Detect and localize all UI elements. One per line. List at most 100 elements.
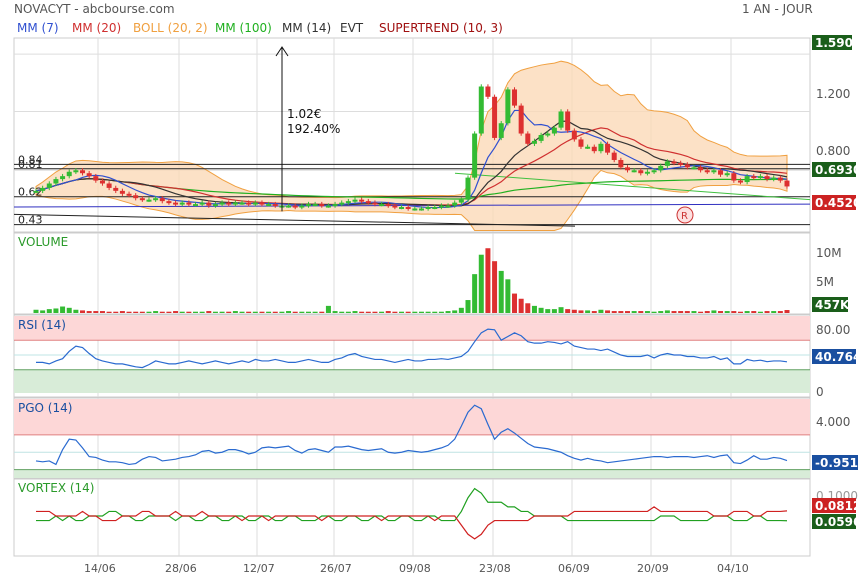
candle-body [538, 135, 544, 141]
volume-bar [153, 311, 159, 313]
indicator-supertrend[interactable]: SUPERTREND (10, 3) [379, 21, 503, 35]
volume-bar [339, 311, 345, 313]
volume-bar [671, 311, 677, 313]
volume-bar [53, 308, 59, 313]
x-tick-label: 06/09 [558, 562, 590, 575]
indicator-mm20[interactable]: MM (20) [72, 21, 122, 35]
x-tick-label: 20/09 [637, 562, 669, 575]
pgo-tick: 4.000 [816, 415, 850, 429]
candle-body [359, 199, 365, 202]
price-tag-low-text: 0.4520 [815, 196, 860, 210]
volume-bar [684, 311, 690, 313]
candle-body [565, 111, 571, 131]
volume-bar [292, 311, 298, 313]
candle-body [445, 205, 451, 208]
x-tick-label: 12/07 [243, 562, 275, 575]
candle-body [299, 205, 305, 208]
volume-bar [379, 311, 385, 313]
volume-bar [418, 311, 424, 313]
x-tick-label: 14/06 [84, 562, 116, 575]
volume-bar [226, 311, 232, 313]
volume-bar [771, 311, 777, 313]
candle-body [332, 204, 338, 207]
rsi-overbought-zone [14, 316, 810, 341]
volume-bar [551, 309, 557, 313]
volume-bar [272, 311, 278, 313]
candle-body [465, 177, 471, 200]
candle-body [724, 173, 730, 176]
rsi-oversold-zone [14, 369, 810, 393]
candle-body [777, 177, 783, 181]
volume-bar [571, 309, 577, 313]
volume-bar [40, 310, 46, 313]
candle-body [239, 202, 245, 205]
volume-bar [46, 309, 52, 313]
marker-r-label: R [681, 211, 688, 222]
volume-bar [212, 311, 218, 313]
volume-bar [718, 311, 724, 313]
candle-body [598, 143, 604, 152]
volume-bar [518, 298, 524, 313]
candle-body [512, 89, 518, 106]
volume-bar [777, 311, 783, 313]
indicator-mm14[interactable]: MM (14) [282, 21, 332, 35]
volume-bar [578, 310, 584, 313]
candle-body [292, 205, 298, 208]
volume-bar [372, 311, 378, 313]
variation-value: 1.02€ [287, 107, 321, 121]
candle-body [744, 176, 750, 183]
candle-body [319, 204, 325, 207]
candle-body [718, 170, 724, 175]
candle-body [106, 183, 112, 188]
volume-bar [126, 311, 132, 313]
candle-body [531, 140, 537, 144]
period-label[interactable]: 1 AN - JOUR [742, 2, 813, 16]
volume-bar [86, 311, 92, 313]
x-tick-label: 09/08 [399, 562, 431, 575]
volume-bar [232, 311, 238, 313]
price-tick: 1.200 [816, 87, 850, 101]
volume-bar [631, 311, 637, 313]
candle-body [638, 170, 644, 174]
volume-bar [412, 311, 418, 313]
candle-body [472, 133, 478, 178]
indicator-boll[interactable]: BOLL (20, 2) [133, 21, 208, 35]
candle-body [764, 176, 770, 180]
volume-bar [286, 311, 292, 313]
indicator-evt[interactable]: EVT [340, 21, 364, 35]
volume-bar [698, 311, 704, 313]
candle-body [698, 167, 704, 171]
volume-bar [219, 311, 225, 313]
level-label-0.62: 0.62 [18, 186, 43, 199]
volume-bar [93, 311, 99, 313]
candle-body [458, 199, 464, 203]
volume-bar [186, 311, 192, 313]
volume-bar [751, 311, 757, 313]
volume-bar [312, 311, 318, 313]
price-tag-low [812, 195, 856, 210]
candle-body [505, 89, 511, 124]
candle-body [139, 198, 145, 201]
indicator-mm7[interactable]: MM (7) [17, 21, 59, 35]
rsi-tick: 0 [816, 385, 824, 399]
candle-body [159, 198, 165, 202]
volume-bar [392, 311, 398, 313]
volume-bar [385, 311, 391, 313]
candle-body [73, 170, 79, 173]
volume-bar [352, 311, 358, 313]
volume-bar [325, 305, 331, 313]
ma-14 [35, 120, 788, 207]
volume-bar [199, 311, 205, 313]
indicator-mm100[interactable]: MM (100) [215, 21, 272, 35]
rsi-series [36, 328, 788, 369]
volume-bar [113, 311, 119, 313]
price-tag-last-text: 0.6930 [815, 163, 860, 177]
volume-bar [259, 311, 265, 313]
candle-body [711, 170, 717, 173]
volume-bar [691, 311, 697, 313]
volume-bar [591, 311, 597, 313]
volume-bar [432, 311, 438, 313]
candle-body [671, 161, 677, 164]
candle-body [432, 207, 438, 210]
candle-body [113, 187, 119, 191]
